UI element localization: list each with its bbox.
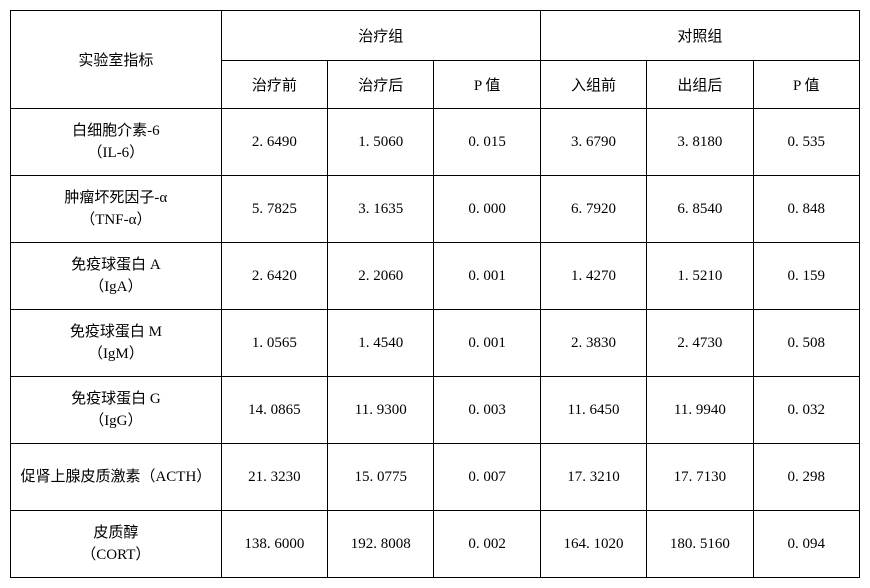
cell-value: 1. 5060 bbox=[328, 109, 434, 176]
cell-value: 2. 3830 bbox=[540, 310, 646, 377]
cell-value: 0. 094 bbox=[753, 511, 859, 578]
cell-value: 11. 9300 bbox=[328, 377, 434, 444]
cell-value: 164. 1020 bbox=[540, 511, 646, 578]
subheader-before-treatment: 治疗前 bbox=[221, 61, 327, 109]
cell-value: 2. 2060 bbox=[328, 243, 434, 310]
table-row: 白细胞介素-6（IL-6）2. 64901. 50600. 0153. 6790… bbox=[11, 109, 860, 176]
cell-value: 2. 4730 bbox=[647, 310, 753, 377]
row-label-line2: （IL-6） bbox=[11, 142, 221, 165]
subheader-after-treatment: 治疗后 bbox=[328, 61, 434, 109]
cell-value: 21. 3230 bbox=[221, 444, 327, 511]
cell-value: 2. 6420 bbox=[221, 243, 327, 310]
row-label-line2: （TNF-α） bbox=[11, 209, 221, 232]
header-group-control: 对照组 bbox=[540, 11, 859, 61]
cell-value: 14. 0865 bbox=[221, 377, 327, 444]
cell-value: 0. 001 bbox=[434, 310, 540, 377]
subheader-p-value-1: P 值 bbox=[434, 61, 540, 109]
cell-value: 1. 0565 bbox=[221, 310, 327, 377]
row-label: 免疫球蛋白 G（IgG） bbox=[11, 377, 222, 444]
table-row: 皮质醇（CORT）138. 6000192. 80080. 002164. 10… bbox=[11, 511, 860, 578]
row-label: 免疫球蛋白 A（IgA） bbox=[11, 243, 222, 310]
cell-value: 5. 7825 bbox=[221, 176, 327, 243]
table-row: 免疫球蛋白 A（IgA）2. 64202. 20600. 0011. 42701… bbox=[11, 243, 860, 310]
cell-value: 0. 002 bbox=[434, 511, 540, 578]
subheader-before-enroll: 入组前 bbox=[540, 61, 646, 109]
table-row: 免疫球蛋白 M（IgM）1. 05651. 45400. 0012. 38302… bbox=[11, 310, 860, 377]
cell-value: 17. 7130 bbox=[647, 444, 753, 511]
cell-value: 0. 298 bbox=[753, 444, 859, 511]
cell-value: 180. 5160 bbox=[647, 511, 753, 578]
row-label-line1: 皮质醇 bbox=[11, 522, 221, 545]
cell-value: 192. 8008 bbox=[328, 511, 434, 578]
cell-value: 1. 5210 bbox=[647, 243, 753, 310]
header-label-col: 实验室指标 bbox=[11, 11, 222, 109]
row-label-line1: 免疫球蛋白 M bbox=[11, 321, 221, 344]
header-group-treatment: 治疗组 bbox=[221, 11, 540, 61]
cell-value: 0. 015 bbox=[434, 109, 540, 176]
table-body: 白细胞介素-6（IL-6）2. 64901. 50600. 0153. 6790… bbox=[11, 109, 860, 578]
subheader-p-value-2: P 值 bbox=[753, 61, 859, 109]
row-label-line2: （CORT） bbox=[11, 544, 221, 567]
row-label-line1: 免疫球蛋白 A bbox=[11, 254, 221, 277]
row-label-line2: （IgG） bbox=[11, 410, 221, 433]
cell-value: 0. 001 bbox=[434, 243, 540, 310]
cell-value: 0. 003 bbox=[434, 377, 540, 444]
cell-value: 3. 6790 bbox=[540, 109, 646, 176]
row-label-line1: 免疫球蛋白 G bbox=[11, 388, 221, 411]
cell-value: 15. 0775 bbox=[328, 444, 434, 511]
cell-value: 0. 032 bbox=[753, 377, 859, 444]
row-label: 皮质醇（CORT） bbox=[11, 511, 222, 578]
row-label: 促肾上腺皮质激素（ACTH） bbox=[11, 444, 222, 511]
row-label-line2: （IgA） bbox=[11, 276, 221, 299]
cell-value: 0. 848 bbox=[753, 176, 859, 243]
cell-value: 3. 1635 bbox=[328, 176, 434, 243]
cell-value: 6. 7920 bbox=[540, 176, 646, 243]
cell-value: 2. 6490 bbox=[221, 109, 327, 176]
cell-value: 3. 8180 bbox=[647, 109, 753, 176]
cell-value: 11. 6450 bbox=[540, 377, 646, 444]
table-row: 免疫球蛋白 G（IgG）14. 086511. 93000. 00311. 64… bbox=[11, 377, 860, 444]
subheader-after-enroll: 出组后 bbox=[647, 61, 753, 109]
row-label-line2: （IgM） bbox=[11, 343, 221, 366]
table-row: 促肾上腺皮质激素（ACTH）21. 323015. 07750. 00717. … bbox=[11, 444, 860, 511]
cell-value: 0. 535 bbox=[753, 109, 859, 176]
cell-value: 138. 6000 bbox=[221, 511, 327, 578]
cell-value: 6. 8540 bbox=[647, 176, 753, 243]
cell-value: 0. 000 bbox=[434, 176, 540, 243]
table-row: 肿瘤坏死因子-α（TNF-α）5. 78253. 16350. 0006. 79… bbox=[11, 176, 860, 243]
row-label-line1: 肿瘤坏死因子-α bbox=[11, 187, 221, 210]
cell-value: 1. 4270 bbox=[540, 243, 646, 310]
row-label: 免疫球蛋白 M（IgM） bbox=[11, 310, 222, 377]
cell-value: 17. 3210 bbox=[540, 444, 646, 511]
cell-value: 0. 508 bbox=[753, 310, 859, 377]
row-label: 白细胞介素-6（IL-6） bbox=[11, 109, 222, 176]
row-label: 肿瘤坏死因子-α（TNF-α） bbox=[11, 176, 222, 243]
row-label-line1: 白细胞介素-6 bbox=[11, 120, 221, 143]
cell-value: 0. 007 bbox=[434, 444, 540, 511]
cell-value: 1. 4540 bbox=[328, 310, 434, 377]
lab-indicators-table: 实验室指标 治疗组 对照组 治疗前 治疗后 P 值 入组前 出组后 P 值 白细… bbox=[10, 10, 860, 578]
cell-value: 0. 159 bbox=[753, 243, 859, 310]
cell-value: 11. 9940 bbox=[647, 377, 753, 444]
